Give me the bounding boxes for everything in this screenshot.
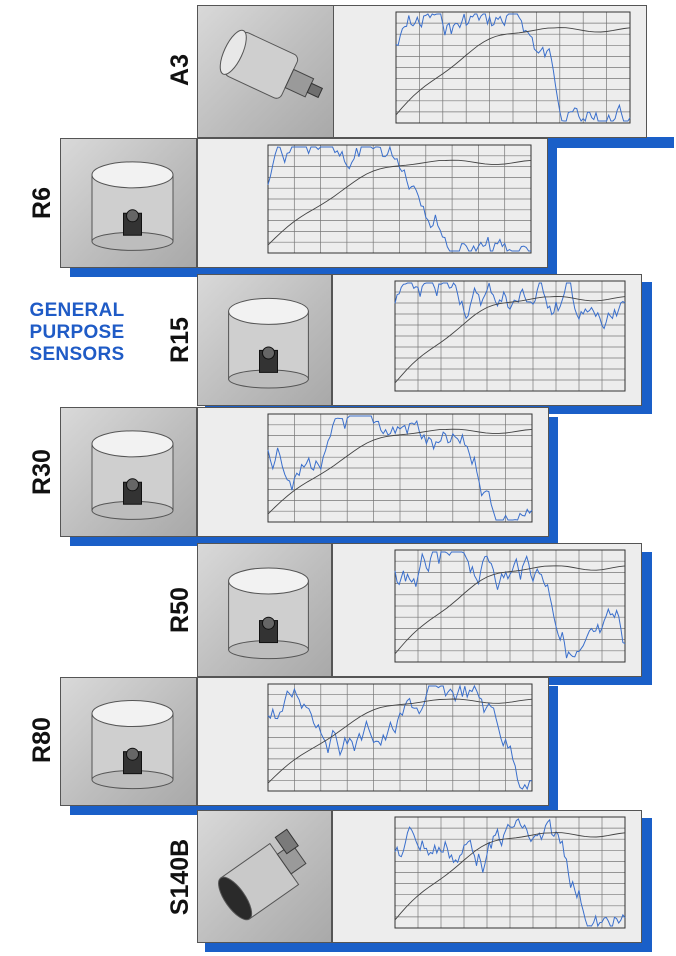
sensor-label-r15: R15 <box>166 317 194 363</box>
sensor-photo-r30 <box>60 407 197 537</box>
heading-line-1: GENERAL <box>29 300 125 321</box>
sensor-chart-r50 <box>332 543 642 677</box>
sensor-photo-r6 <box>60 138 197 268</box>
sensor-label-r6: R6 <box>28 187 56 219</box>
sensor-chart-a3 <box>333 5 647 138</box>
sensor-label-r80: R80 <box>28 717 56 763</box>
heading-line-3: SENSORS <box>29 344 125 365</box>
sensor-chart-r30 <box>197 407 549 537</box>
sensor-photo-a3 <box>197 5 334 138</box>
sensor-chart-r15 <box>332 274 642 406</box>
sensor-photo-r15 <box>197 274 332 406</box>
sensor-photo-s140b <box>197 810 332 943</box>
sensor-label-s140b: S140B <box>166 838 194 916</box>
sensor-photo-r80 <box>60 677 197 806</box>
sensor-photo-r50 <box>197 543 332 677</box>
sensor-chart-r80 <box>197 677 549 806</box>
sensor-label-r30: R30 <box>28 449 56 495</box>
sensor-label-r50: R50 <box>166 587 194 633</box>
heading-line-2: PURPOSE <box>29 322 125 343</box>
sensor-chart-s140b <box>332 810 642 943</box>
sensor-label-a3: A3 <box>166 54 194 86</box>
section-heading: GENERAL PURPOSE SENSORS <box>2 300 152 366</box>
sensor-chart-r6 <box>197 138 548 268</box>
